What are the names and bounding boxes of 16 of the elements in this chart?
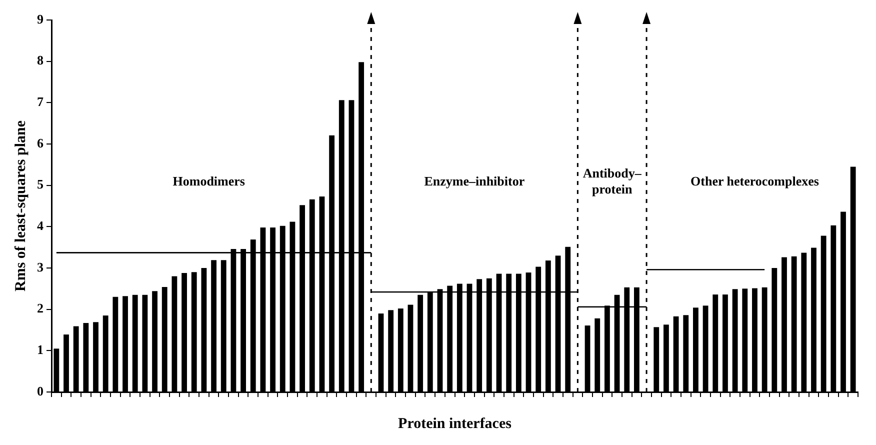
y-tick-label: 5 [37, 176, 44, 192]
annotation: Homodimers [172, 173, 245, 188]
y-tick-label: 7 [37, 94, 44, 110]
y-tick-label: 0 [37, 383, 44, 398]
y-tick-label: 6 [37, 135, 44, 150]
annotation: Enzyme–inhibitor [424, 173, 525, 188]
y-tick-label: 2 [37, 300, 44, 316]
y-tick-label: 1 [37, 342, 44, 358]
annotation: Antibody– protein [582, 165, 642, 196]
y-tick-label: 4 [37, 218, 44, 234]
y-axis-title: Rms of least-squares plane [12, 120, 29, 292]
x-axis-title: Protein interfaces [398, 416, 512, 432]
annotation: Other heterocomplexes [690, 173, 819, 188]
y-tick-label: 8 [37, 52, 44, 68]
y-tick-label: 9 [37, 11, 44, 26]
y-tick-label: 3 [37, 259, 44, 274]
